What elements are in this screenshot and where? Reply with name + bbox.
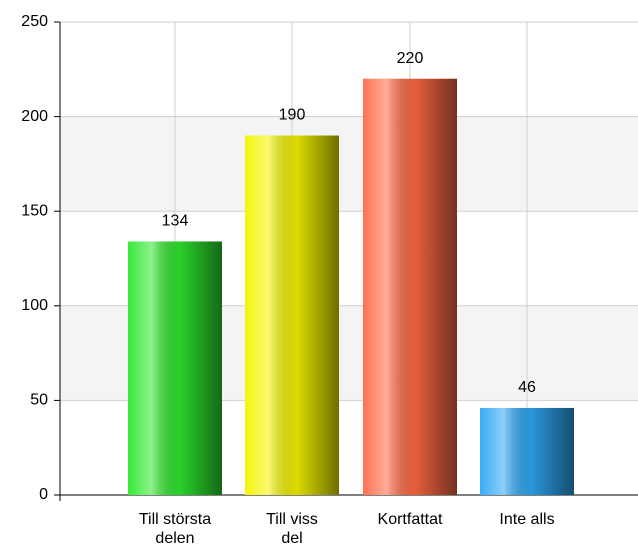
y-tick-label: 250	[21, 13, 48, 30]
bar-shade	[480, 407, 574, 495]
bar-shade	[363, 78, 457, 495]
y-tick-label: 100	[21, 297, 48, 314]
bar-shade	[128, 241, 222, 495]
grid-band	[60, 116, 638, 212]
x-tick-label: Till viss del	[266, 511, 318, 547]
bar-shade	[245, 135, 339, 495]
y-tick-label: 0	[39, 486, 48, 503]
data-label: 46	[518, 379, 536, 396]
y-tick-label: 50	[30, 392, 48, 409]
y-tick-label: 200	[21, 108, 48, 125]
data-label: 134	[162, 213, 189, 230]
x-tick-label: Kortfattat	[377, 511, 443, 528]
y-tick-label: 150	[21, 202, 48, 219]
data-label: 190	[279, 107, 306, 124]
x-tick-label: Inte alls	[499, 511, 555, 528]
x-tick-label: Till största delen	[138, 511, 212, 547]
data-label: 220	[397, 50, 424, 67]
